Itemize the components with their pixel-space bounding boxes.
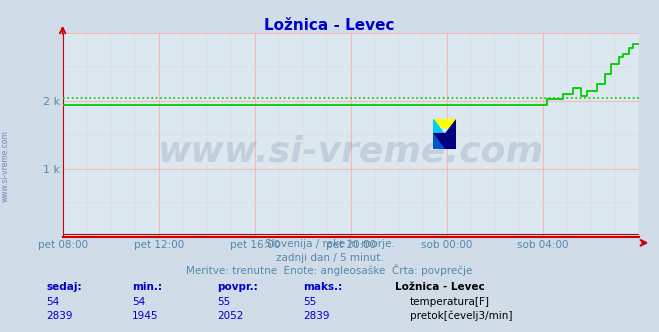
Text: zadnji dan / 5 minut.: zadnji dan / 5 minut. [275, 253, 384, 263]
Text: min.:: min.: [132, 283, 162, 292]
Polygon shape [432, 119, 444, 133]
Polygon shape [432, 119, 455, 148]
Text: 2052: 2052 [217, 311, 244, 321]
Text: 55: 55 [217, 297, 231, 307]
Polygon shape [432, 119, 455, 133]
Text: sedaj:: sedaj: [46, 283, 82, 292]
Text: 2839: 2839 [46, 311, 72, 321]
Polygon shape [432, 119, 455, 133]
Text: povpr.:: povpr.: [217, 283, 258, 292]
Text: pretok[čevelj3/min]: pretok[čevelj3/min] [410, 310, 513, 321]
Polygon shape [432, 133, 455, 148]
Text: Slovenija / reke in morje.: Slovenija / reke in morje. [264, 239, 395, 249]
Text: 1945: 1945 [132, 311, 158, 321]
Text: Meritve: trenutne  Enote: angleosaške  Črta: povprečje: Meritve: trenutne Enote: angleosaške Črt… [186, 264, 473, 276]
Text: 55: 55 [303, 297, 316, 307]
Text: www.si-vreme.com: www.si-vreme.com [158, 134, 544, 169]
Text: 54: 54 [132, 297, 145, 307]
Polygon shape [432, 133, 444, 148]
Text: 54: 54 [46, 297, 59, 307]
Text: Ložnica - Levec: Ložnica - Levec [395, 283, 485, 292]
Text: Ložnica - Levec: Ložnica - Levec [264, 18, 395, 33]
Text: www.si-vreme.com: www.si-vreme.com [1, 130, 10, 202]
Text: 2839: 2839 [303, 311, 330, 321]
Text: maks.:: maks.: [303, 283, 343, 292]
Text: temperatura[F]: temperatura[F] [410, 297, 490, 307]
